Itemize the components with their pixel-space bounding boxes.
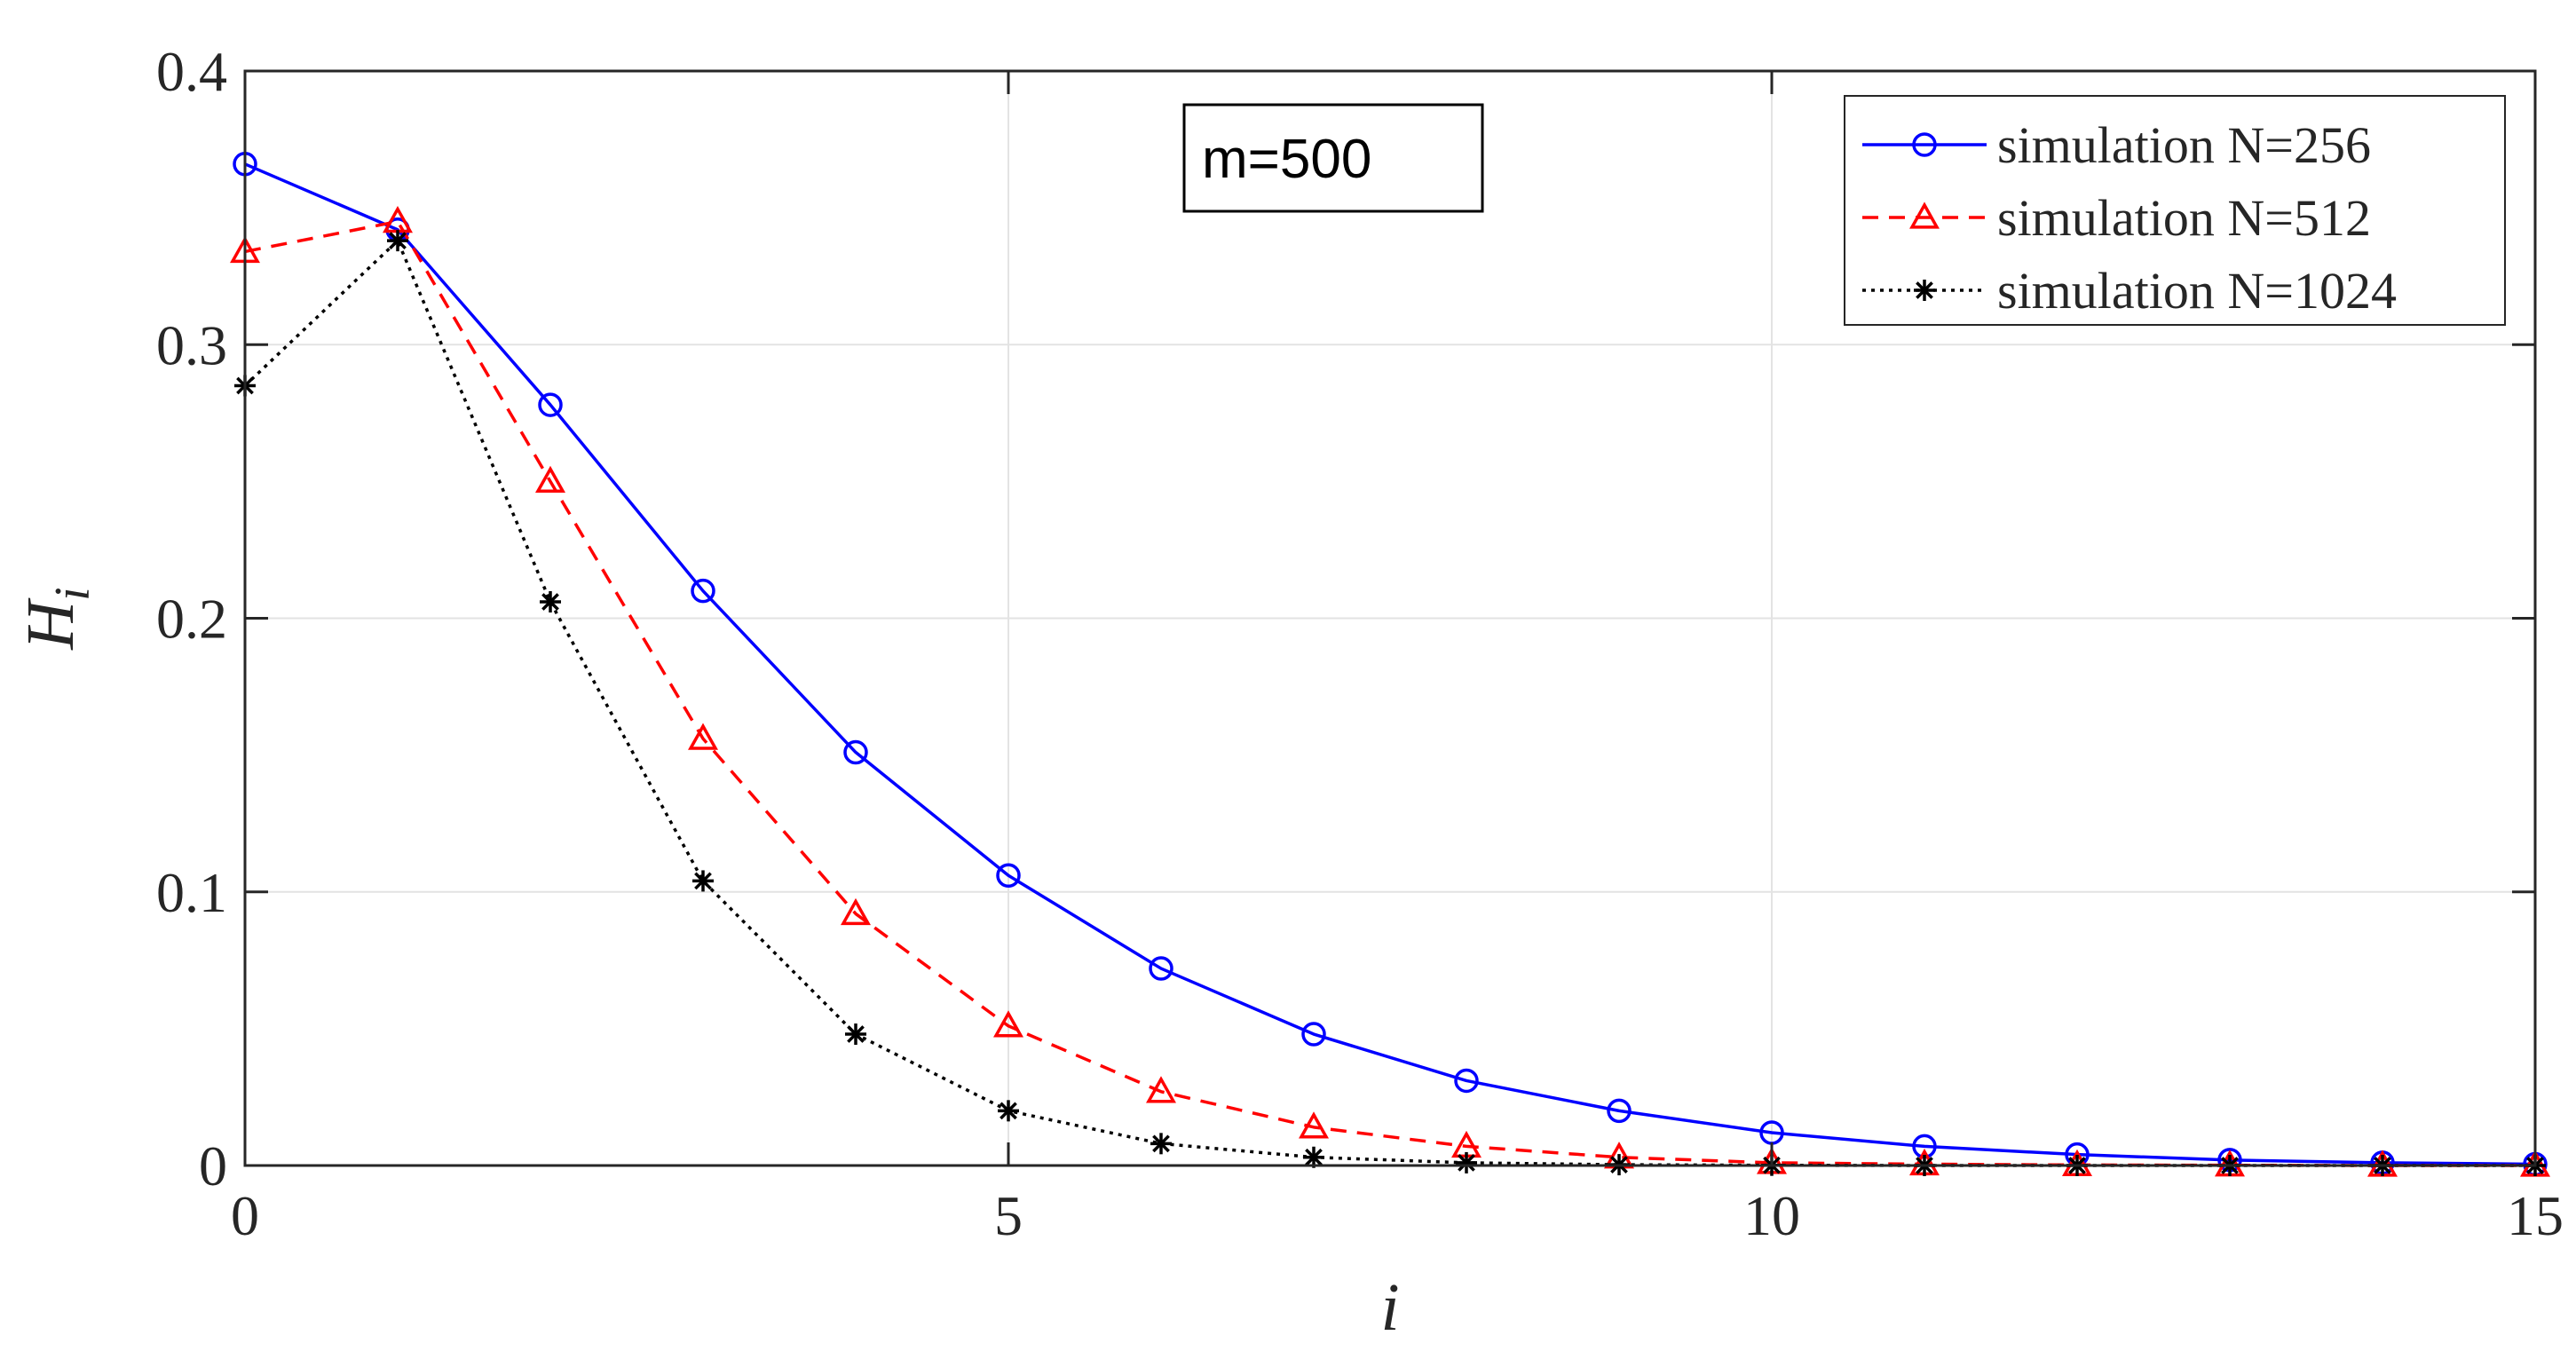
data-point	[538, 392, 563, 417]
data-point	[845, 1023, 866, 1046]
data-point	[1301, 1022, 1326, 1047]
legend-label: simulation N=1024	[1997, 262, 2397, 320]
y-tick-labels: 0 0.1 0.2 0.3 0.4	[156, 40, 227, 1197]
data-point	[688, 723, 718, 750]
annotation-box: m=500	[1182, 103, 1484, 213]
data-point	[1607, 1098, 1632, 1124]
y-tick-label: 0.2	[156, 588, 227, 651]
y-axis-label: Hi	[13, 587, 100, 650]
data-point	[540, 591, 561, 613]
y-tick-label: 0.1	[156, 861, 227, 924]
legend-label: simulation N=512	[1997, 189, 2371, 247]
series-line	[244, 219, 2535, 1167]
legend-marker	[1914, 280, 1935, 301]
y-axis-label-subscript: i	[45, 587, 100, 601]
data-point	[996, 863, 1021, 889]
data-point	[1150, 1133, 1172, 1155]
series-2	[230, 205, 2550, 1177]
data-point	[1149, 956, 1173, 981]
annotation-text: m=500	[1202, 129, 1371, 190]
data-point	[691, 578, 715, 604]
data-point	[993, 1010, 1023, 1038]
data-point	[535, 465, 565, 494]
legend-entry: simulation N=512	[1862, 189, 2371, 247]
y-axis-label-main: H	[13, 597, 88, 651]
legend-entry: simulation N=256	[1862, 116, 2371, 174]
axis-ticks	[243, 69, 2537, 1167]
y-tick-label: 0	[199, 1134, 227, 1197]
y-tick-label: 0.4	[156, 40, 227, 103]
data-point	[387, 230, 408, 252]
legend-marker	[1909, 201, 1940, 229]
x-tick-label: 15	[2507, 1184, 2564, 1247]
legend-marker	[1912, 132, 1937, 157]
data-point	[1299, 1111, 1329, 1139]
legend-label: simulation N=256	[1997, 116, 2371, 174]
series-3	[234, 230, 2546, 1176]
legend-entry: simulation N=1024	[1862, 262, 2397, 320]
data-point	[692, 870, 714, 892]
series-line	[244, 162, 2536, 1166]
x-axis-label: i	[1380, 1270, 1399, 1345]
series-line	[243, 239, 2535, 1167]
data-point	[1146, 1076, 1176, 1103]
x-tick-labels: 0 5 10 15	[231, 1184, 2564, 1247]
x-tick-label: 0	[231, 1184, 259, 1247]
x-tick-label: 5	[994, 1184, 1023, 1247]
data-point	[843, 739, 868, 765]
data-point	[998, 1100, 1019, 1122]
svg-text:Hi: Hi	[13, 587, 100, 650]
y-tick-label: 0.3	[156, 313, 227, 376]
x-tick-label: 10	[1743, 1184, 1800, 1247]
legend: simulation N=256 simulation N=512 simulati…	[1844, 95, 2506, 326]
data-point	[841, 897, 871, 926]
data-point	[1303, 1146, 1324, 1168]
data-point	[1456, 1151, 1477, 1173]
data-point	[1454, 1068, 1479, 1094]
